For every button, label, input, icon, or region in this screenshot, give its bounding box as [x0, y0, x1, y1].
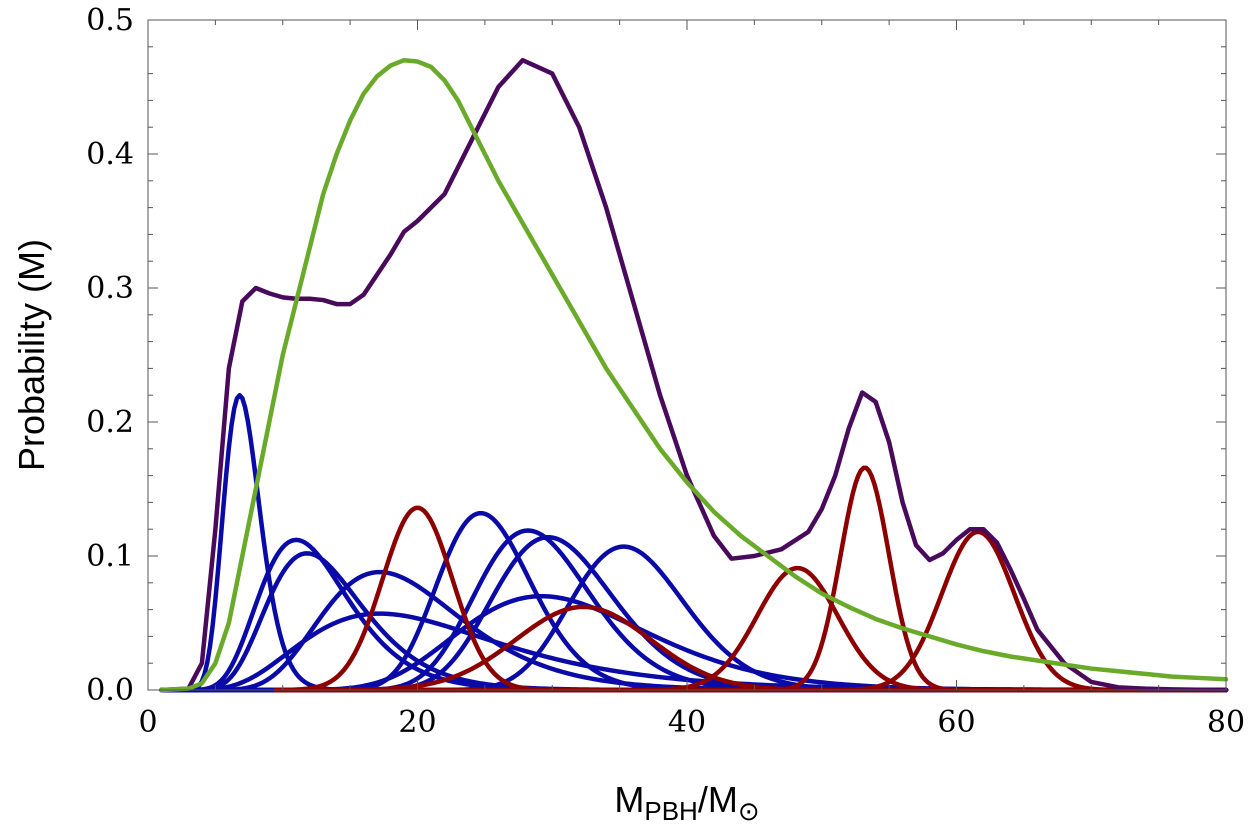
x-tick-label: 40 [668, 705, 706, 740]
plot-frame [147, 19, 1227, 691]
y-tick-label: 0.2 [86, 405, 134, 440]
axis-tick-labels: 0 20 40 60 80 0.0 0.1 0.2 0.3 0.4 0.5 [86, 3, 1245, 740]
series-fit [159, 57, 1229, 693]
series-blue-9 [159, 593, 1229, 693]
x-axis-title: MPBH/M⊙ [614, 779, 759, 826]
x-tick-label: 0 [138, 705, 157, 740]
x-axis-title-sub-sun: ⊙ [738, 796, 760, 826]
x-tick-label: 80 [1207, 705, 1245, 740]
axis-ticks [147, 19, 1227, 691]
y-tick-label: 0.4 [86, 137, 134, 172]
series-blue-1 [159, 392, 1229, 693]
x-tick-label: 60 [937, 705, 975, 740]
y-tick-label: 0.5 [86, 3, 134, 38]
y-tick-label: 0.3 [86, 271, 134, 306]
x-axis-title-sep: /M [698, 779, 738, 820]
x-axis-title-sub-pbh: PBH [644, 796, 697, 826]
y-tick-label: 0.1 [86, 539, 134, 574]
y-axis-title: Probability (M) [11, 239, 52, 471]
chart-curves [159, 57, 1229, 693]
x-tick-label: 20 [398, 705, 436, 740]
y-tick-label: 0.0 [86, 673, 134, 708]
x-axis-title-main: M [614, 779, 644, 820]
series-total [159, 57, 1229, 693]
series-red-4 [273, 465, 1227, 693]
